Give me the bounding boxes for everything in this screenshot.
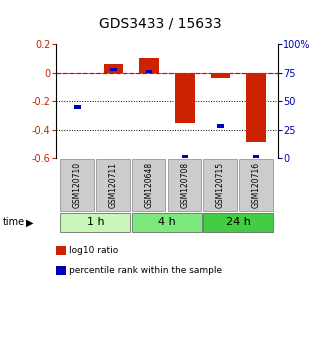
Bar	[168, 159, 201, 211]
Bar	[103, 64, 123, 73]
Bar	[175, 73, 195, 122]
Text: 4 h: 4 h	[158, 217, 176, 228]
Text: GSM120648: GSM120648	[144, 162, 153, 208]
Text: GSM120708: GSM120708	[180, 162, 189, 208]
Bar	[204, 213, 273, 232]
Text: GSM120716: GSM120716	[252, 162, 261, 208]
Bar	[217, 124, 224, 128]
Text: log10 ratio: log10 ratio	[69, 246, 118, 255]
Bar	[204, 159, 237, 211]
Bar	[182, 155, 188, 159]
Bar	[96, 159, 130, 211]
Text: 1 h: 1 h	[87, 217, 104, 228]
Text: GSM120715: GSM120715	[216, 162, 225, 208]
Bar	[211, 73, 230, 78]
Bar	[132, 159, 166, 211]
Text: time: time	[3, 217, 25, 228]
Bar	[60, 159, 94, 211]
Text: 24 h: 24 h	[226, 217, 251, 228]
Bar	[74, 105, 81, 109]
Text: GSM120711: GSM120711	[109, 162, 118, 208]
Bar	[247, 73, 266, 142]
Text: ▶: ▶	[26, 217, 33, 228]
Bar	[132, 213, 202, 232]
Bar	[239, 159, 273, 211]
Bar	[110, 68, 117, 71]
Bar	[253, 155, 259, 159]
Text: GSM120710: GSM120710	[73, 162, 82, 208]
Text: GDS3433 / 15633: GDS3433 / 15633	[99, 16, 222, 30]
Bar	[146, 70, 152, 73]
Bar	[139, 58, 159, 73]
Text: percentile rank within the sample: percentile rank within the sample	[69, 266, 222, 275]
Bar	[60, 213, 130, 232]
